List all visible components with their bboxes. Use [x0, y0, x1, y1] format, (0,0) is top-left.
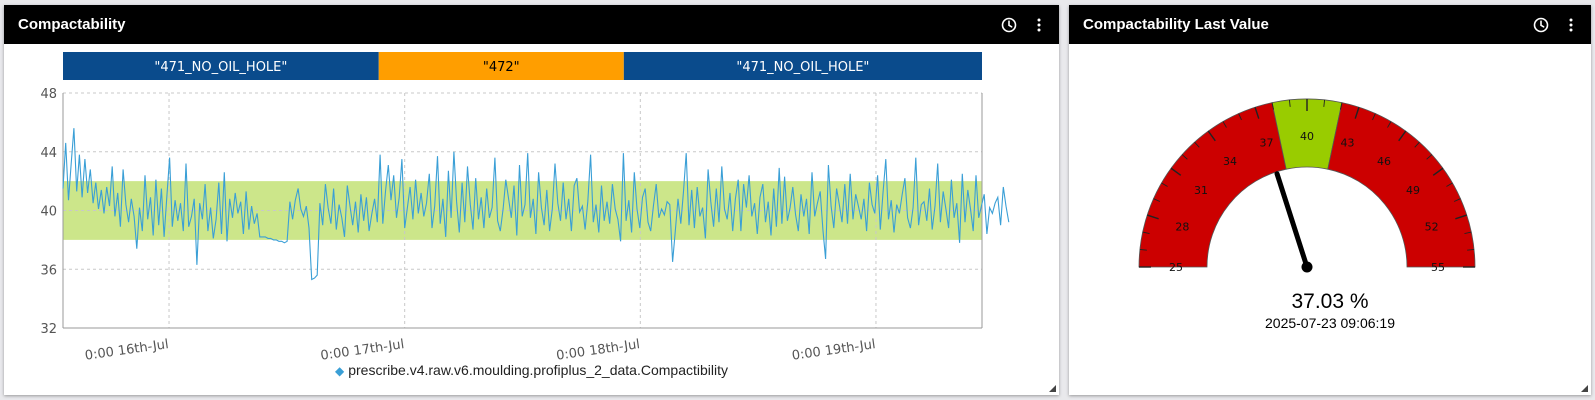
- panel-header-actions: [1531, 5, 1581, 44]
- gauge-needle-hub: [1301, 261, 1313, 273]
- gauge-tick: [1153, 198, 1161, 202]
- gauge-tick: [1147, 214, 1159, 220]
- gauge-tick: [1414, 141, 1420, 148]
- gauge-tick: [1446, 182, 1453, 187]
- gauge-tick-label: 37: [1260, 136, 1274, 149]
- x-tick-label: 0:00 16th-Jul: [84, 337, 170, 364]
- gauge-tick: [1207, 130, 1216, 142]
- legend-diamond-icon: ◆: [335, 364, 345, 378]
- gauge-tick-label: 49: [1406, 184, 1420, 197]
- y-tick-label: 44: [40, 146, 57, 161]
- gauge-tick: [1372, 113, 1376, 121]
- panel-header: Compactability Last Value: [1069, 5, 1591, 44]
- more-vertical-icon[interactable]: [1029, 15, 1049, 35]
- gauge-tick: [1453, 198, 1461, 202]
- series-line: [62, 128, 1010, 281]
- gauge-tick-label: 34: [1223, 155, 1237, 168]
- gauge-tick: [1181, 154, 1188, 160]
- gauge-tick-label: 40: [1300, 130, 1314, 143]
- x-tick-label: 0:00 19th-Jul: [791, 337, 877, 364]
- gauge-tick-label: 52: [1425, 221, 1439, 234]
- clock-icon[interactable]: [1531, 15, 1551, 35]
- gauge-tick: [1222, 121, 1227, 128]
- gauge-tick: [1464, 231, 1472, 234]
- gauge-tick: [1194, 141, 1200, 148]
- panel-title: Compactability: [18, 16, 126, 33]
- resize-handle-icon[interactable]: [1581, 385, 1588, 392]
- compactability-chart-panel: Compactability "471_NO_OIL_HOLE" "472" "47…: [4, 5, 1059, 395]
- gauge-tick: [1238, 113, 1242, 121]
- more-vertical-icon[interactable]: [1561, 15, 1581, 35]
- gauge-value: 37.03 %: [1291, 290, 1369, 313]
- y-tick-label: 48: [40, 87, 57, 102]
- y-tick-label: 36: [40, 263, 57, 278]
- gauge-tick: [1161, 182, 1168, 187]
- gauge-tick: [1340, 102, 1343, 110]
- gauge-needle: [1274, 171, 1310, 270]
- legend-label: prescribe.v4.raw.v6.moulding.profiplus_2…: [348, 362, 728, 378]
- gauge-tick: [1139, 248, 1147, 251]
- gauge-tick: [1323, 99, 1326, 107]
- gauge-tick: [1398, 130, 1407, 142]
- gauge-tick-label: 31: [1194, 184, 1208, 197]
- gauge-tick-label: 25: [1169, 261, 1183, 274]
- gauge-tick: [1354, 107, 1360, 119]
- panel-header-actions: [999, 5, 1049, 44]
- chart-legend[interactable]: ◆ prescribe.v4.raw.v6.moulding.profiplus_…: [4, 362, 1059, 378]
- segment-label: "471_NO_OIL_HOLE": [736, 60, 869, 75]
- gauge-tick: [1142, 231, 1150, 234]
- gauge-tick: [1426, 154, 1433, 160]
- gauge-tick: [1254, 107, 1260, 119]
- panel-title: Compactability Last Value: [1083, 16, 1269, 33]
- resize-handle-icon[interactable]: [1049, 385, 1056, 392]
- gauge-band: [1138, 102, 1287, 268]
- y-tick-label: 40: [40, 205, 57, 220]
- gauge-tick: [1467, 248, 1475, 251]
- segment-bar: [63, 52, 379, 80]
- panel-header: Compactability: [4, 5, 1059, 44]
- gauge-tick-label: 55: [1431, 261, 1445, 274]
- gauge-tick: [1170, 167, 1182, 176]
- line-chart: "471_NO_OIL_HOLE" "472" "471_NO_OIL_HOLE" 4…: [40, 52, 1010, 364]
- gauge-tick-label: 46: [1377, 155, 1391, 168]
- y-tick-label: 32: [40, 322, 57, 337]
- compactability-last-value-panel: Compactability Last Value 25 28 31 34 37 40 43…: [1069, 5, 1591, 395]
- clock-icon[interactable]: [999, 15, 1019, 35]
- gauge-tick: [1432, 167, 1444, 176]
- gauge-tick: [1387, 121, 1392, 128]
- segment-label: "471_NO_OIL_HOLE": [154, 60, 287, 75]
- gauge-tick: [1455, 214, 1467, 220]
- segment-bar: [378, 52, 624, 80]
- gauge-timestamp: 2025-07-23 09:06:19: [1265, 315, 1395, 331]
- x-tick-label: 0:00 17th-Jul: [320, 337, 406, 364]
- x-tick-label: 0:00 18th-Jul: [555, 337, 641, 364]
- gauge-chart: 25 28 31 34 37 40 43 46 49 52 55: [1138, 98, 1476, 274]
- segment-bar: [623, 52, 982, 80]
- gauge-tick: [1288, 99, 1291, 107]
- gauge-tick-label: 28: [1175, 221, 1189, 234]
- segment-label: "472": [483, 60, 520, 75]
- gauge-tick: [1271, 102, 1274, 110]
- gauge-band: [1327, 102, 1476, 268]
- gauge-tick-label: 43: [1340, 136, 1354, 149]
- target-band: [63, 181, 982, 240]
